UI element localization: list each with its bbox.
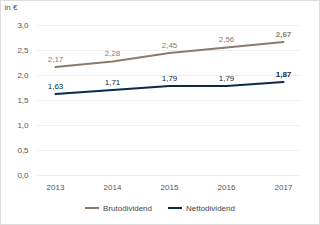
svg-text:2017: 2017 xyxy=(275,183,293,192)
svg-text:1,79: 1,79 xyxy=(219,74,235,83)
html-text:Brutodividend: Brutodividend xyxy=(103,203,152,213)
html-text:Nettodividend: Nettodividend xyxy=(186,203,235,213)
svg-text:2016: 2016 xyxy=(218,183,236,192)
svg-text:1,0: 1,0 xyxy=(17,121,29,130)
svg-text:2,45: 2,45 xyxy=(162,41,178,50)
svg-text:3,0: 3,0 xyxy=(17,21,29,30)
svg-text:1,87: 1,87 xyxy=(276,70,292,79)
svg-text:2,5: 2,5 xyxy=(17,46,29,55)
svg-text:2,0: 2,0 xyxy=(17,71,29,80)
svg-text:2014: 2014 xyxy=(104,183,122,192)
svg-text:2013: 2013 xyxy=(47,183,65,192)
svg-text:0,0: 0,0 xyxy=(17,171,29,180)
svg-text:2015: 2015 xyxy=(161,183,179,192)
svg-text:2,28: 2,28 xyxy=(105,49,121,58)
svg-text:2,17: 2,17 xyxy=(48,55,64,64)
svg-text:in €: in € xyxy=(5,3,18,12)
svg-text:2,56: 2,56 xyxy=(219,35,235,44)
svg-text:2,67: 2,67 xyxy=(276,30,292,39)
svg-text:1,71: 1,71 xyxy=(105,78,121,87)
svg-text:1,5: 1,5 xyxy=(17,96,29,105)
svg-text:0,5: 0,5 xyxy=(17,146,29,155)
svg-text:1,63: 1,63 xyxy=(48,82,64,91)
svg-text:1,79: 1,79 xyxy=(162,74,178,83)
